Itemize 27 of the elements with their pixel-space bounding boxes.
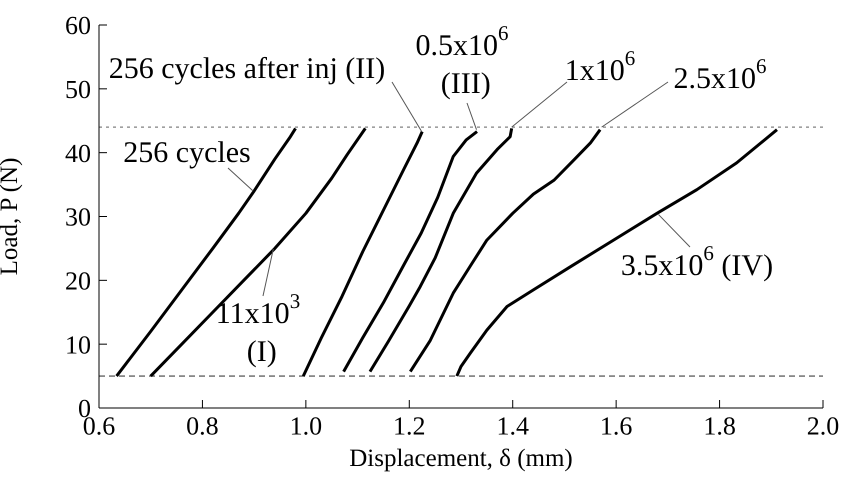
x-axis-title: Displacement, δ (mm) xyxy=(349,445,573,472)
y-tick-label: 60 xyxy=(65,11,91,40)
annotation: 0.5x10$^{6}$ (III) xyxy=(416,21,508,100)
y-tick-label: 30 xyxy=(65,202,91,232)
line-series xyxy=(342,130,479,374)
x-tick-label: 1.4 xyxy=(496,411,529,440)
line-series xyxy=(115,126,298,378)
x-tick-label: 1.8 xyxy=(703,411,736,440)
line-series xyxy=(408,128,602,374)
y-tick-label: 10 xyxy=(65,330,91,360)
line-series xyxy=(302,130,424,378)
y-tick-label: 20 xyxy=(65,266,91,296)
annotation: 256 cycles xyxy=(123,136,251,168)
x-tick-label: 2.0 xyxy=(806,411,840,440)
y-tick-label: 50 xyxy=(65,75,91,104)
line-series xyxy=(368,126,514,374)
line-series xyxy=(455,128,778,378)
x-tick-label: 0.8 xyxy=(186,411,219,440)
annotation: 256 cycles after inj (II) xyxy=(108,52,386,84)
y-tick-label: 40 xyxy=(65,138,91,168)
annotation: 3.5x10$^{6}$ (IV) xyxy=(620,241,774,282)
x-tick-label: 1.2 xyxy=(393,411,426,440)
annotation: 2.5x10$^{6}$ xyxy=(674,54,766,94)
annotation: 11x10$^{3}$ (I) xyxy=(216,289,300,368)
x-tick-label: 1.0 xyxy=(290,411,322,440)
annotation: 1x10$^{6}$ xyxy=(564,46,636,86)
x-tick-label: 1.6 xyxy=(600,411,632,440)
